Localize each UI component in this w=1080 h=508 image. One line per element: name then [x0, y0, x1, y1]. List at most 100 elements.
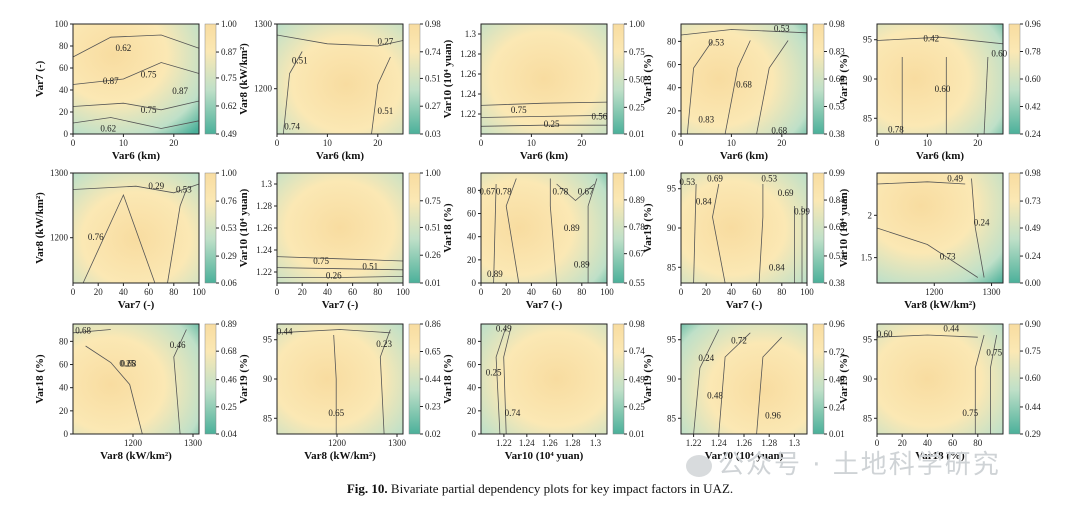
y-axis-label: Var10 (10⁴ yuan) — [442, 39, 454, 118]
panel-p3: 0.75 0.25 0.56 0 10 20 Var6 (km) 1.22 1.24 1.26 1.… — [442, 19, 645, 162]
colorbar-tick-label: 0.42 — [1025, 102, 1041, 112]
y-tick-label: 1.5 — [861, 253, 873, 263]
x-tick-label: 20 — [94, 287, 104, 297]
y-tick-label: 80 — [467, 336, 477, 346]
y-tick-label: 90 — [667, 223, 677, 233]
y-axis-label: Var19 (%) — [238, 354, 250, 404]
contour-label: 0.60 — [991, 49, 1007, 59]
colorbar-tick-label: 0.44 — [1025, 402, 1041, 412]
x-tick-label: 40 — [527, 287, 537, 297]
colorbar-tick-label: 0.75 — [1025, 346, 1041, 356]
contour-label: 0.68 — [121, 359, 137, 369]
x-tick-label: 1200 — [925, 287, 944, 297]
contour-label: 0.89 — [564, 223, 580, 233]
contour-line — [556, 183, 595, 202]
plot-frame — [876, 172, 1004, 284]
x-axis-label: Var6 (km) — [916, 150, 965, 162]
heatmap-surface — [277, 324, 403, 434]
x-tick-label: 100 — [396, 287, 410, 297]
colorbar-tick-label: 0.89 — [629, 195, 645, 205]
y-tick-label: 95 — [667, 184, 677, 194]
contour-line — [276, 34, 404, 47]
contour-line — [495, 326, 507, 435]
colorbar — [408, 23, 421, 135]
x-tick-label: 10 — [323, 138, 333, 148]
colorbar-tick-label: 0.78 — [629, 222, 645, 232]
y-tick-label: 1200 — [254, 84, 273, 94]
colorbar-tick-label: 0.67 — [629, 249, 645, 259]
x-tick-label: 1.28 — [761, 438, 777, 448]
x-tick-label: 1.26 — [542, 438, 558, 448]
y-tick-label: 85 — [863, 113, 873, 123]
plot-frame — [276, 23, 404, 135]
y-tick-label: 20 — [667, 106, 677, 116]
y-tick-label: 90 — [667, 374, 677, 384]
y-tick-label: 40 — [467, 232, 477, 242]
contour-line — [371, 56, 391, 135]
x-axis-label: Var7 (-) — [726, 299, 763, 311]
panel-p14: 0.24 0.72 0.48 0.96 1.22 1.24 1.26 1.28 1.3 Var10… — [642, 319, 845, 462]
heatmap-surface — [681, 173, 807, 283]
x-tick-label: 80 — [373, 287, 383, 297]
x-tick-label: 60 — [144, 287, 154, 297]
colorbar — [612, 172, 625, 284]
y-tick-label: 0 — [64, 129, 69, 139]
contour-line — [971, 178, 985, 278]
contour-label: 0.53 — [774, 23, 790, 33]
y-tick-label: 1300 — [50, 168, 69, 178]
y-axis-label: Var8 (kW/km²) — [34, 192, 46, 264]
y-axis-label: Var18 (%) — [642, 54, 654, 104]
x-tick-label: 1.22 — [496, 438, 512, 448]
x-tick-label: 1.28 — [565, 438, 581, 448]
y-tick-label: 60 — [667, 60, 677, 70]
panel-p1: 0.62 0.75 0.87 0.87 0.75 0.62 0 10 20 Var6 (km) 0 2… — [34, 19, 237, 162]
colorbar-tick-label: 0.03 — [425, 129, 441, 139]
y-tick-label: 100 — [55, 19, 69, 29]
x-tick-label: 1.24 — [711, 438, 727, 448]
plot-frame — [72, 172, 200, 284]
colorbar-tick-label: 0.98 — [629, 319, 645, 329]
y-tick-label: 1.24 — [460, 89, 476, 99]
y-axis-label: Var19 (%) — [642, 203, 654, 253]
contour-line — [712, 183, 726, 284]
heatmap-surface — [877, 324, 1003, 434]
colorbar-tick-label: 0.29 — [221, 251, 237, 261]
colorbar-tick-label: 0.75 — [629, 47, 645, 57]
contour-label: 0.62 — [116, 43, 132, 53]
colorbar — [408, 323, 421, 435]
heatmap-surface — [277, 24, 403, 134]
x-tick-label: 40 — [727, 287, 737, 297]
contour-label: 0.53 — [679, 177, 695, 187]
contour-label: 0.72 — [731, 336, 747, 346]
contour-label: 0.99 — [794, 207, 810, 217]
contour-line — [718, 332, 751, 435]
colorbar-tick-label: 0.53 — [829, 102, 845, 112]
colorbar-tick-label: 0.60 — [1025, 74, 1041, 84]
contour-label: 0.53 — [176, 185, 192, 195]
y-tick-label: 85 — [667, 413, 677, 423]
colorbar-tick-label: 0.49 — [221, 129, 237, 139]
y-tick-label: 60 — [467, 360, 477, 370]
contour-label: 0.51 — [378, 106, 394, 116]
x-tick-label: 100 — [600, 287, 614, 297]
contour-line — [693, 183, 697, 284]
y-tick-label: 1.22 — [256, 267, 272, 277]
contour-line — [72, 34, 200, 58]
colorbar-tick-label: 0.46 — [221, 375, 237, 385]
contour-line — [974, 334, 985, 434]
panel-p8: 0.67 0.78 0.78 0.670.890.890.890 20 40 60 80 100… — [442, 168, 645, 311]
plot-frame — [480, 172, 608, 284]
colorbar-tick-label: 1.00 — [629, 19, 645, 29]
colorbar-tick-label: 0.24 — [1025, 129, 1041, 139]
contour-line — [756, 336, 783, 435]
x-tick-label: 1200 — [328, 438, 347, 448]
colorbar-tick-label: 0.49 — [629, 375, 645, 385]
y-axis-label: Var18 (%) — [34, 354, 46, 404]
colorbar-tick-label: 0.89 — [221, 319, 237, 329]
heatmap-surface — [877, 173, 1003, 283]
plot-frame — [680, 23, 808, 135]
contour-line — [756, 40, 789, 135]
contour-line — [990, 334, 998, 434]
